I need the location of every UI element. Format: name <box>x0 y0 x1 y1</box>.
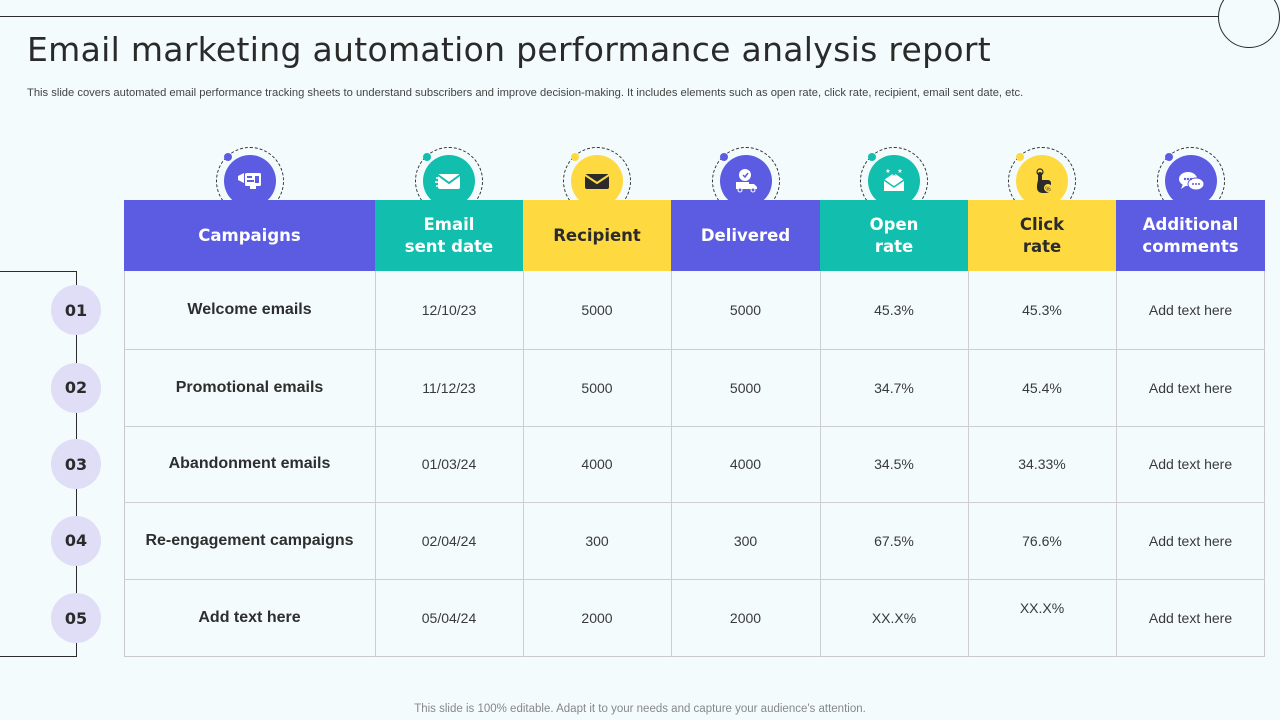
table-cell-additional-comments: Add text here <box>1148 302 1233 318</box>
table-cell-open-rate: 34.7% <box>874 379 914 396</box>
delivery-truck-icon <box>719 155 772 207</box>
column-divider <box>375 271 376 657</box>
row-divider <box>124 579 1265 580</box>
table-cell-campaigns: Add text here <box>198 609 301 626</box>
column-header-additional-comments: Additional comments <box>1116 200 1265 271</box>
table-cell-click-rate: 76.6% <box>1022 532 1062 549</box>
megaphone-dashboard-icon <box>223 155 276 207</box>
column-header-recipient: Recipient <box>523 200 671 271</box>
table-cell-email-sent-date: 05/04/24 <box>421 610 477 626</box>
table-cell-additional-comments: Add text here <box>1148 610 1233 626</box>
table-cell-delivered: 300 <box>733 532 758 549</box>
column-divider <box>968 271 969 657</box>
table-cell-campaigns: Welcome emails <box>187 301 312 318</box>
table-cell-open-rate: 34.5% <box>874 456 914 472</box>
table-cell-additional-comments: Add text here <box>1148 379 1233 396</box>
table-cell-delivered: 2000 <box>729 610 762 626</box>
column-header-click-rate: Click rate <box>968 200 1116 271</box>
table-cell-email-sent-date: 02/04/24 <box>421 532 477 549</box>
table-cell-email-sent-date: 01/03/24 <box>421 456 477 472</box>
page-subtitle: This slide covers automated email perfor… <box>27 87 1024 99</box>
column-header-campaigns: Campaigns <box>124 200 375 271</box>
table-cell-delivered: 4000 <box>729 456 762 472</box>
table-cell-delivered: 5000 <box>729 302 762 318</box>
column-header-delivered: Delivered <box>671 200 820 271</box>
table-cell-recipient: 2000 <box>581 610 613 626</box>
row-divider <box>124 502 1265 503</box>
svg-text:★: ★ <box>891 170 897 178</box>
row-divider <box>124 426 1265 427</box>
column-divider <box>671 271 672 657</box>
icon-accent-dot <box>571 153 579 161</box>
column-divider <box>820 271 821 657</box>
table-cell-click-rate: XX.X% <box>1019 600 1065 616</box>
icon-accent-dot <box>423 153 431 161</box>
mail-envelope-icon <box>571 155 623 207</box>
table-cell-click-rate: 34.33% <box>1018 456 1066 472</box>
corner-decoration-circle <box>1218 0 1280 48</box>
svg-text:★: ★ <box>885 168 890 175</box>
column-header-open-rate: Open rate <box>820 200 968 271</box>
table-cell-email-sent-date: 12/10/23 <box>421 302 477 318</box>
table-cell-campaigns: Abandonment emails <box>168 455 331 472</box>
column-divider <box>1116 271 1117 657</box>
icon-accent-dot <box>1016 153 1024 161</box>
table-cell-additional-comments: Add text here <box>1148 456 1233 472</box>
table-cell-recipient: 4000 <box>581 456 613 472</box>
table-cell-open-rate: 67.5% <box>874 532 914 549</box>
row-number-badge: 05 <box>51 593 101 643</box>
column-divider <box>523 271 524 657</box>
icon-accent-dot <box>223 153 232 161</box>
open-envelope-stars-icon: ★ ★ ★ <box>868 155 920 207</box>
column-header-email-sent-date: Email sent date <box>375 200 523 271</box>
table-cell-campaigns: Re-engagement campaigns <box>145 531 354 549</box>
row-number-badge: 01 <box>51 285 101 335</box>
table-cell-click-rate: 45.4% <box>1022 379 1062 396</box>
row-number-badge: 02 <box>51 362 101 413</box>
table-cell-open-rate: XX.X% <box>871 610 917 626</box>
icon-accent-dot <box>719 153 728 161</box>
hand-click-icon: % <box>1016 155 1068 207</box>
table-cell-email-sent-date: 11/12/23 <box>422 379 476 396</box>
row-number-badge: 03 <box>51 439 101 489</box>
page-title: Email marketing automation performance a… <box>27 30 991 69</box>
table-cell-delivered: 5000 <box>729 379 762 396</box>
envelope-icon <box>423 155 475 207</box>
table-cell-additional-comments: Add text here <box>1148 532 1233 549</box>
table-cell-recipient: 300 <box>585 532 609 549</box>
table-body <box>124 271 1265 657</box>
svg-text:★: ★ <box>897 168 902 175</box>
icon-accent-dot <box>868 153 876 161</box>
svg-text:%: % <box>1045 187 1051 193</box>
row-divider <box>124 349 1265 350</box>
table-cell-click-rate: 45.3% <box>1022 302 1062 318</box>
chat-bubbles-icon <box>1164 155 1217 207</box>
top-divider-line <box>0 16 1222 17</box>
icon-accent-dot <box>1164 153 1173 161</box>
footer-note: This slide is 100% editable. Adapt it to… <box>414 703 866 715</box>
table-cell-recipient: 5000 <box>581 302 613 318</box>
table-cell-open-rate: 45.3% <box>874 302 914 318</box>
table-cell-campaigns: Promotional emails <box>175 378 324 396</box>
table-cell-recipient: 5000 <box>581 379 613 396</box>
row-number-badge: 04 <box>51 515 101 566</box>
